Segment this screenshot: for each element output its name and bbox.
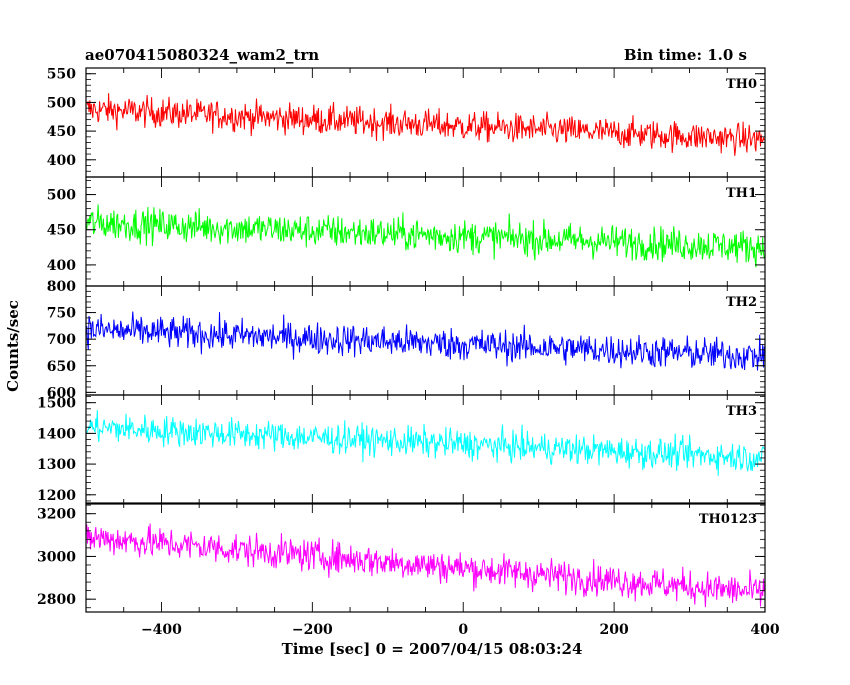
y-tick-label: 1300 [37, 457, 76, 473]
panel-label-th1: TH1 [726, 186, 757, 201]
series-line-th2 [86, 311, 765, 371]
y-tick-label: 700 [47, 332, 76, 348]
panel-th2: 600 650 700 750 800 TH2 [47, 279, 766, 401]
x-tick-label: −200 [292, 622, 333, 638]
panel-th0: 400 450 500 550 TH0 [47, 67, 766, 178]
panel-label-th0123: TH0123 [699, 512, 757, 527]
panel-th0123: 2800 3000 3200 TH0123 [37, 502, 766, 613]
series-line-th3 [86, 410, 765, 476]
y-tick-label: 500 [47, 95, 76, 111]
panel-label-th2: TH2 [726, 295, 757, 310]
y-axis-label: Counts/sec [4, 300, 22, 392]
y-tick-label: 2800 [37, 592, 76, 608]
panel-th1: 400 450 500 TH1 [47, 176, 766, 287]
y-tick-label: 1200 [37, 488, 76, 504]
y-tick-label: 3200 [37, 507, 76, 523]
y-tick-label: 800 [47, 279, 76, 295]
x-tick-label: 200 [599, 622, 628, 638]
panel-th3: 1200 1300 1400 1500 TH3 [37, 394, 766, 505]
panel-label-th3: TH3 [726, 404, 757, 419]
x-tick-label: 0 [458, 622, 468, 638]
panels-group: 400 450 500 550 TH0 400 450 500 TH1 600 650 700 750 8… [37, 67, 780, 638]
series-line-th0 [86, 93, 765, 156]
y-tick-label: 450 [47, 223, 76, 239]
y-tick-label: 550 [47, 67, 76, 83]
series-line-th1 [86, 204, 765, 268]
panel-frame [85, 67, 766, 178]
y-tick-label: 500 [47, 188, 76, 204]
x-tick-label: 400 [750, 622, 779, 638]
series-line-th0123 [86, 523, 765, 608]
panel-frame [85, 394, 766, 505]
y-tick-label: 400 [47, 153, 76, 169]
y-tick-label: 450 [47, 124, 76, 140]
x-tick-label: −400 [141, 622, 182, 638]
y-tick-label: 1400 [37, 426, 76, 442]
y-tick-label: 400 [47, 258, 76, 274]
y-tick-label: 650 [47, 359, 76, 375]
y-tick-label: 600 [47, 385, 76, 401]
panel-label-th0: TH0 [726, 77, 757, 92]
panel-frame [85, 502, 766, 613]
y-tick-label: 1500 [37, 396, 76, 412]
y-tick-label: 3000 [37, 549, 76, 565]
chart-title-right: Bin time: 1.0 s [624, 46, 747, 64]
x-axis-label: Time [sec] 0 = 2007/04/15 08:03:24 [282, 640, 583, 658]
y-tick-label: 750 [47, 306, 76, 322]
chart-title-left: ae070415080324_wam2_trn [85, 46, 319, 64]
